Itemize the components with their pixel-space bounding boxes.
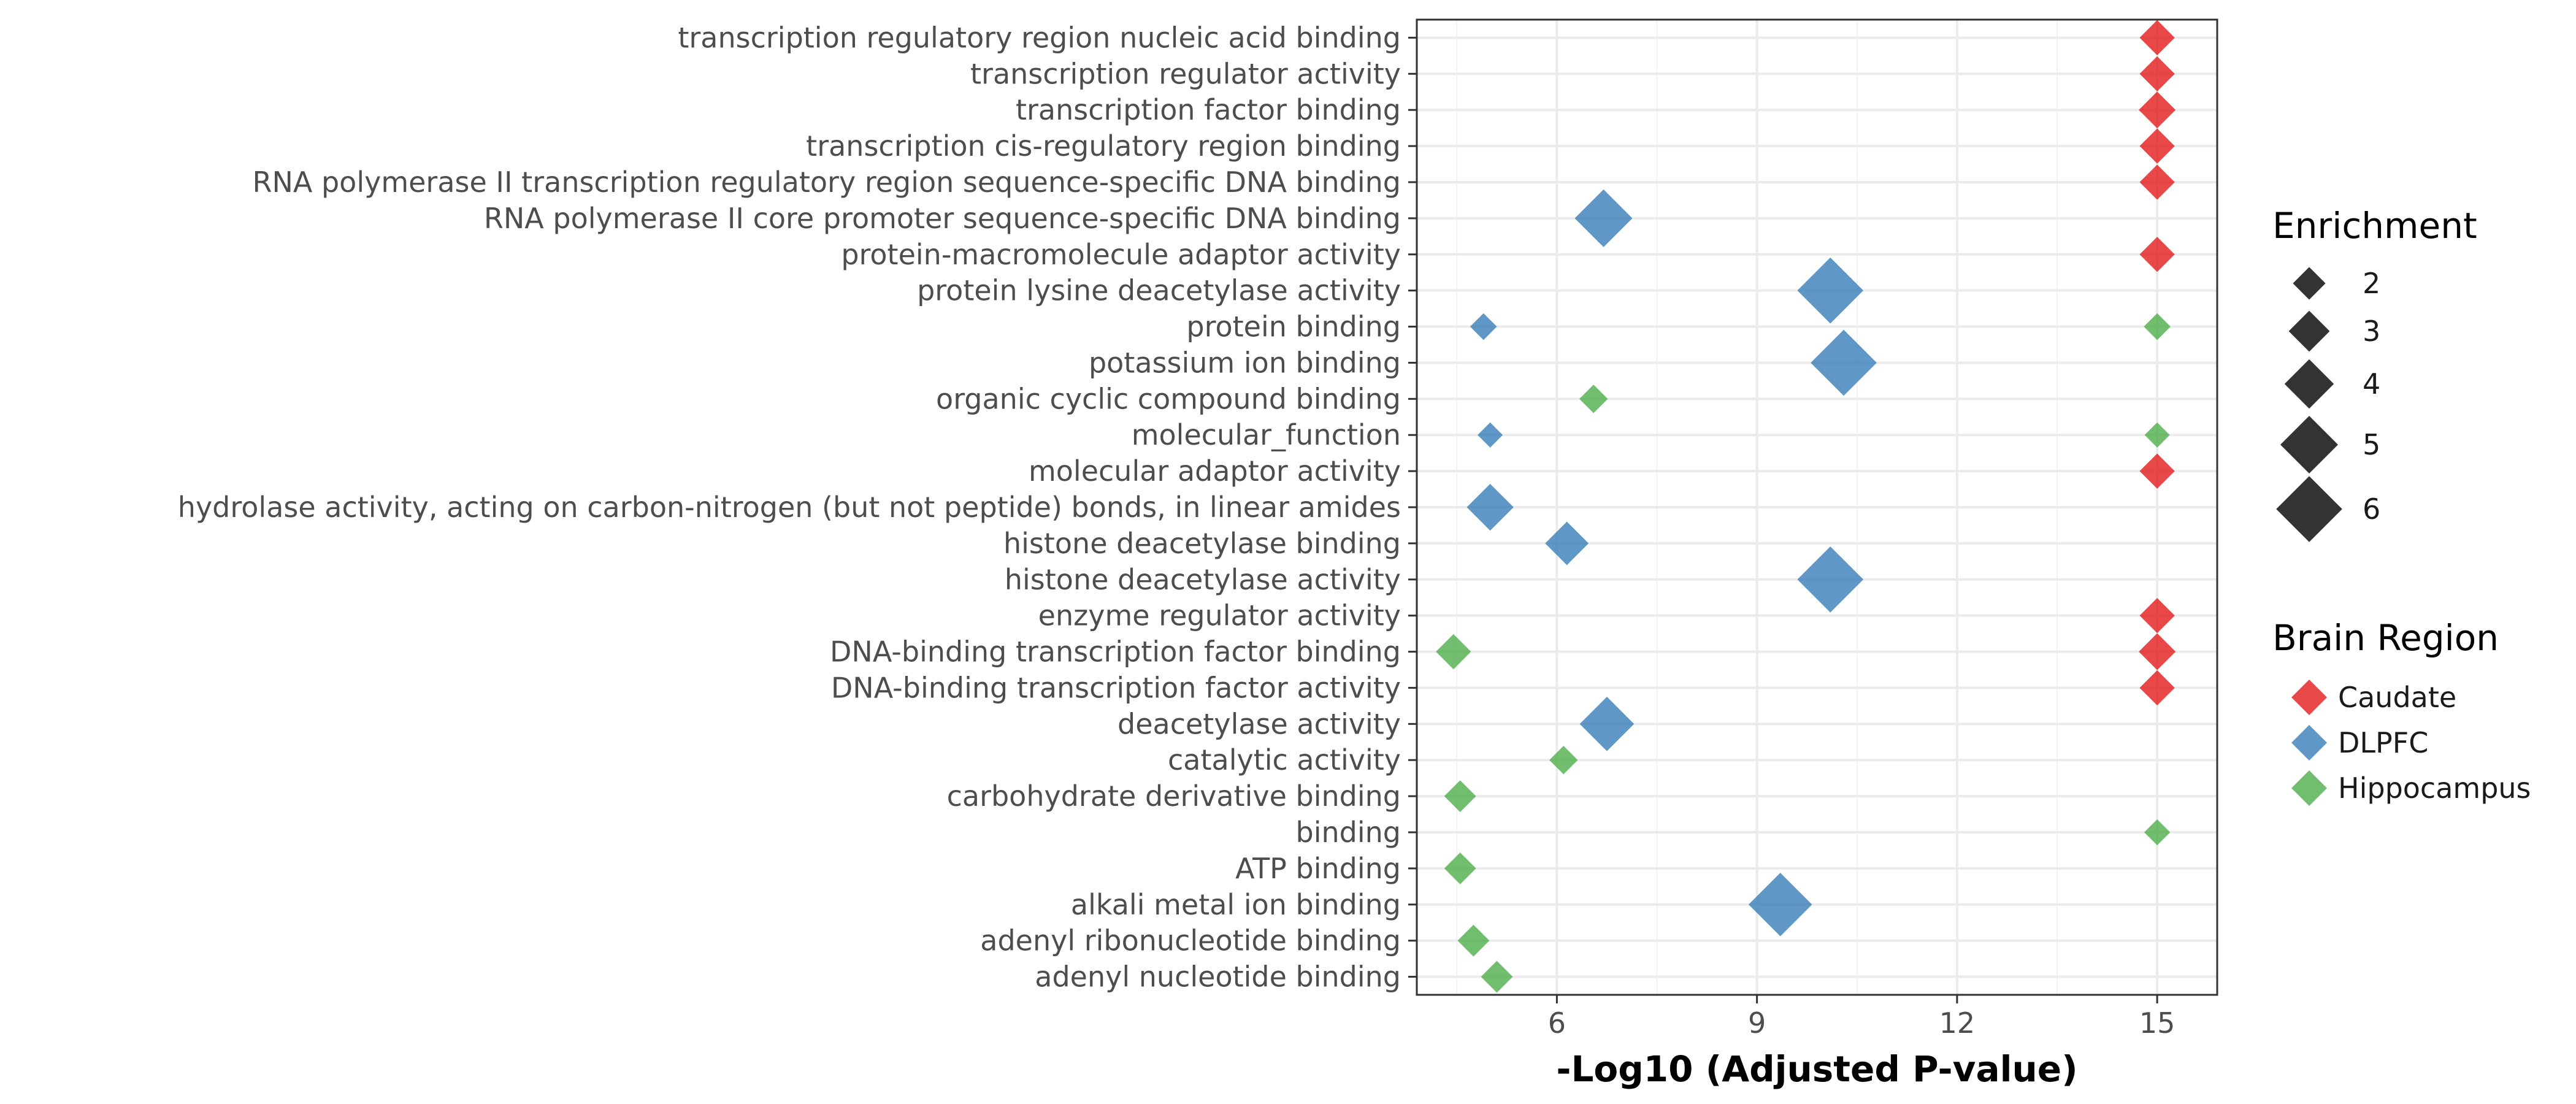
y-tick-label: adenyl ribonucleotide binding	[980, 924, 1401, 957]
brain-region-legend-key	[2291, 680, 2327, 715]
data-point-hippocampus	[1436, 634, 1471, 670]
enrichment-legend-key	[2276, 476, 2342, 542]
brain-region-legend-key	[2291, 770, 2327, 806]
y-tick-label: transcription factor binding	[1016, 93, 1401, 126]
y-tick-label: transcription regulator activity	[970, 57, 1401, 90]
y-axis: transcription regulatory region nucleic …	[178, 21, 1417, 994]
enrichment-legend-key	[2284, 359, 2334, 409]
enrichment-legend-title: Enrichment	[2272, 205, 2477, 247]
enrichment-legend-label: 2	[2363, 267, 2380, 300]
y-tick-label: histone deacetylase binding	[1003, 527, 1401, 560]
data-point-hippocampus	[1481, 960, 1513, 993]
y-tick-label: RNA polymerase II core promoter sequence…	[484, 202, 1401, 235]
x-axis: 6 9 12 15	[1548, 995, 2175, 1040]
data-point-hippocampus	[1549, 746, 1578, 775]
y-tick-label: alkali metal ion binding	[1071, 888, 1401, 921]
y-tick-label: transcription regulatory region nucleic …	[678, 21, 1401, 54]
y-tick-label: enzyme regulator activity	[1038, 599, 1401, 632]
data-point-hippocampus	[1457, 924, 1490, 957]
x-tick-label: 9	[1748, 1006, 1766, 1040]
y-tick-label: protein binding	[1186, 310, 1401, 343]
data-point-dlpfc	[1478, 422, 1503, 448]
enrichment-legend-label: 3	[2363, 315, 2380, 348]
x-tick-label: 15	[2139, 1006, 2175, 1040]
y-tick-label: histone deacetylase activity	[1005, 563, 1401, 596]
y-tick-label: deacetylase activity	[1117, 707, 1401, 740]
data-points	[1436, 20, 2176, 993]
data-point-caudate	[2139, 237, 2175, 272]
y-tick-label: transcription cis-regulatory region bind…	[806, 129, 1401, 163]
enrichment-legend-key	[2280, 416, 2338, 473]
y-tick-label: organic cyclic compound binding	[936, 382, 1401, 415]
data-point-dlpfc	[1797, 257, 1864, 324]
data-point-dlpfc	[1797, 546, 1864, 613]
y-tick-label: protein lysine deacetylase activity	[917, 274, 1401, 307]
y-tick-label: DNA-binding transcription factor binding	[830, 635, 1401, 669]
data-point-caudate	[2139, 453, 2175, 489]
data-point-caudate	[2139, 164, 2175, 200]
data-point-hippocampus	[2144, 422, 2170, 448]
brain-region-legend-label: Hippocampus	[2338, 772, 2531, 805]
brain-region-legend-key	[2291, 725, 2327, 761]
data-point-dlpfc	[1811, 329, 1877, 396]
y-tick-label: hydrolase activity, acting on carbon-nit…	[178, 491, 1401, 524]
grid	[1417, 20, 2217, 995]
data-point-caudate	[2139, 670, 2175, 706]
y-tick-label: carbohydrate derivative binding	[947, 780, 1401, 813]
enrichment-legend-label: 5	[2363, 428, 2380, 461]
data-point-caudate	[2139, 633, 2176, 670]
enrichment-legend-label: 6	[2363, 493, 2380, 526]
data-point-hippocampus	[1444, 852, 1476, 884]
y-tick-label: ATP binding	[1235, 852, 1401, 885]
data-point-hippocampus	[1444, 780, 1476, 813]
y-tick-label: catalytic activity	[1168, 743, 1401, 776]
data-point-dlpfc	[1748, 873, 1812, 937]
data-point-hippocampus	[2144, 819, 2171, 846]
data-point-caudate	[2139, 128, 2175, 164]
data-point-caudate	[2139, 91, 2176, 129]
enrichment-legend-label: 4	[2363, 367, 2380, 401]
enrichment-legend-key	[2288, 310, 2330, 352]
y-tick-label: potassium ion binding	[1089, 346, 1401, 379]
x-tick-label: 6	[1548, 1006, 1566, 1040]
data-point-dlpfc	[1545, 521, 1589, 565]
data-point-caudate	[2139, 20, 2175, 56]
y-tick-label: DNA-binding transcription factor activit…	[831, 671, 1401, 704]
data-point-dlpfc	[1466, 483, 1514, 531]
y-tick-label: protein-macromolecule adaptor activity	[841, 238, 1401, 271]
brain-region-legend: Brain Region Caudate DLPFC Hippocampus	[2272, 617, 2531, 806]
data-point-dlpfc	[1579, 697, 1635, 751]
y-tick-label: RNA polymerase II transcription regulato…	[253, 166, 1401, 199]
brain-region-legend-title: Brain Region	[2272, 617, 2499, 659]
data-point-hippocampus	[2144, 313, 2171, 340]
y-tick-label: adenyl nucleotide binding	[1035, 960, 1401, 994]
data-point-hippocampus	[1579, 385, 1608, 413]
enrichment-legend-key	[2293, 267, 2326, 300]
x-tick-label: 12	[1939, 1006, 1976, 1040]
y-tick-label: molecular adaptor activity	[1029, 454, 1401, 488]
data-point-caudate	[2139, 598, 2175, 634]
enrichment-legend: Enrichment 2 3 4 5 6	[2272, 205, 2477, 542]
data-point-caudate	[2139, 56, 2175, 91]
y-tick-label: binding	[1296, 816, 1401, 849]
brain-region-legend-label: Caudate	[2338, 681, 2456, 714]
brain-region-legend-label: DLPFC	[2338, 726, 2428, 759]
data-point-dlpfc	[1470, 313, 1497, 340]
data-point-dlpfc	[1574, 189, 1633, 247]
y-tick-label: molecular_function	[1132, 418, 1401, 451]
x-axis-label: -Log10 (Adjusted P-value)	[1556, 1048, 2077, 1090]
